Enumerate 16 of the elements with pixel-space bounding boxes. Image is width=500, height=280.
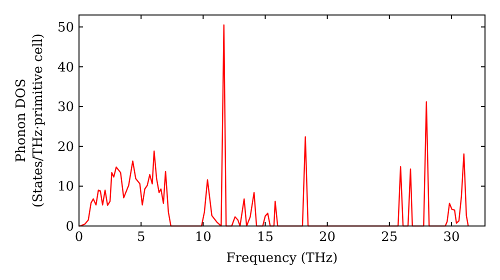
x-tick-label: 0 (74, 230, 84, 245)
y-tick-label: 0 (66, 220, 74, 234)
y-axis-title: Phonon DOS (States/THz·primitive cell) (14, 33, 46, 208)
x-tick-label: 15 (256, 230, 274, 245)
x-tick-label: 5 (136, 230, 146, 245)
y-tick-label: 10 (57, 180, 74, 195)
x-tick-label: 30 (443, 230, 460, 245)
x-tick-label: 20 (319, 230, 336, 245)
y-tick-label: 30 (57, 100, 74, 116)
y-tick-label: 50 (57, 20, 74, 36)
y-tick-label: 40 (57, 60, 74, 76)
y-tick-label: 20 (57, 140, 74, 155)
line-series (78, 24, 469, 227)
x-axis-title: Frequency (THz) (226, 251, 338, 266)
x-tick-label: 10 (194, 230, 212, 245)
x-tick-label: 25 (381, 230, 398, 245)
